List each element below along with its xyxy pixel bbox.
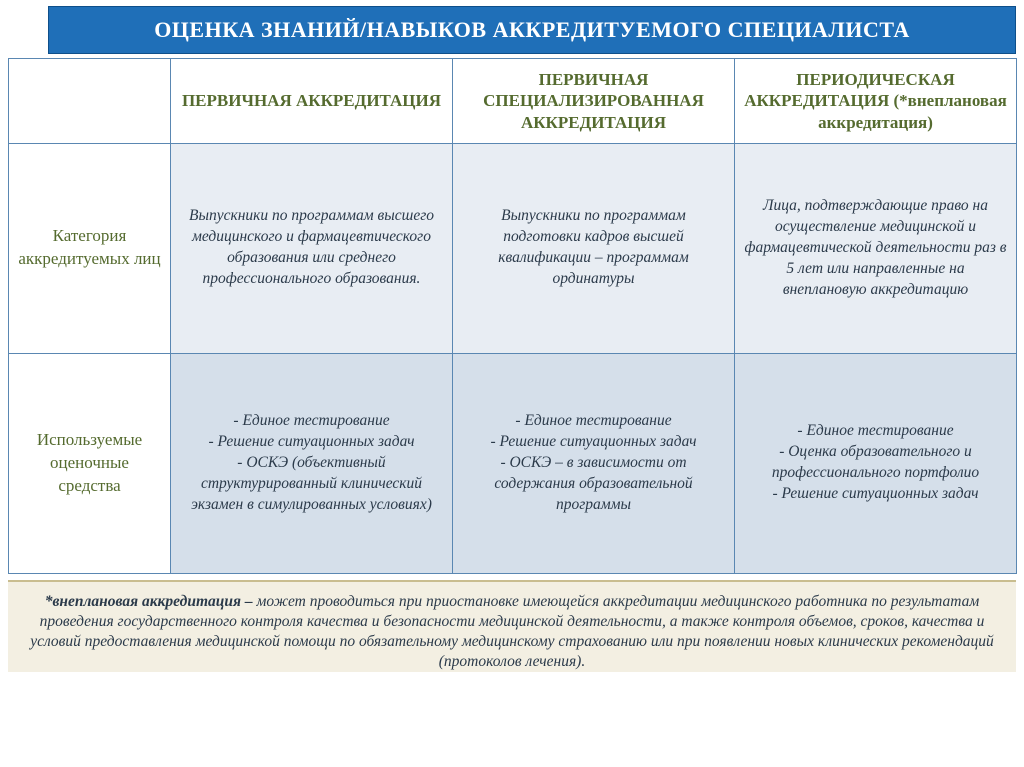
cell-tools-periodic: - Единое тестирование- Оценка образовате… bbox=[735, 353, 1017, 573]
cell-category-periodic: Лица, подтверждающие право на осуществле… bbox=[735, 143, 1017, 353]
blank-corner bbox=[9, 59, 171, 144]
row-header-category: Категория аккредитуемых лиц bbox=[9, 143, 171, 353]
cell-tools-specialized: - Единое тестирование- Решение ситуацион… bbox=[453, 353, 735, 573]
col-header-primary: ПЕРВИЧНАЯ АККРЕДИТАЦИЯ bbox=[171, 59, 453, 144]
cell-category-primary: Выпускники по программам высшего медицин… bbox=[171, 143, 453, 353]
col-header-periodic: ПЕРИОДИЧЕСКАЯ АККРЕДИТАЦИЯ (*внеплановая… bbox=[735, 59, 1017, 144]
cell-category-specialized: Выпускники по программам подготовки кадр… bbox=[453, 143, 735, 353]
accreditation-table: ПЕРВИЧНАЯ АККРЕДИТАЦИЯ ПЕРВИЧНАЯ СПЕЦИАЛ… bbox=[8, 58, 1017, 574]
table-header-row: ПЕРВИЧНАЯ АККРЕДИТАЦИЯ ПЕРВИЧНАЯ СПЕЦИАЛ… bbox=[9, 59, 1017, 144]
table-row: Категория аккредитуемых лиц Выпускники п… bbox=[9, 143, 1017, 353]
cell-tools-primary: - Единое тестирование- Решение ситуацион… bbox=[171, 353, 453, 573]
row-header-tools: Используемые оценочные средства bbox=[9, 353, 171, 573]
col-header-specialized: ПЕРВИЧНАЯ СПЕЦИАЛИЗИРОВАННАЯ АККРЕДИТАЦИ… bbox=[453, 59, 735, 144]
page-title: ОЦЕНКА ЗНАНИЙ/НАВЫКОВ АККРЕДИТУЕМОГО СПЕ… bbox=[48, 6, 1016, 54]
footnote-lead: *внеплановая аккредитация – bbox=[45, 593, 257, 610]
table-row: Используемые оценочные средства - Единое… bbox=[9, 353, 1017, 573]
footnote: *внеплановая аккредитация – может провод… bbox=[8, 580, 1016, 673]
